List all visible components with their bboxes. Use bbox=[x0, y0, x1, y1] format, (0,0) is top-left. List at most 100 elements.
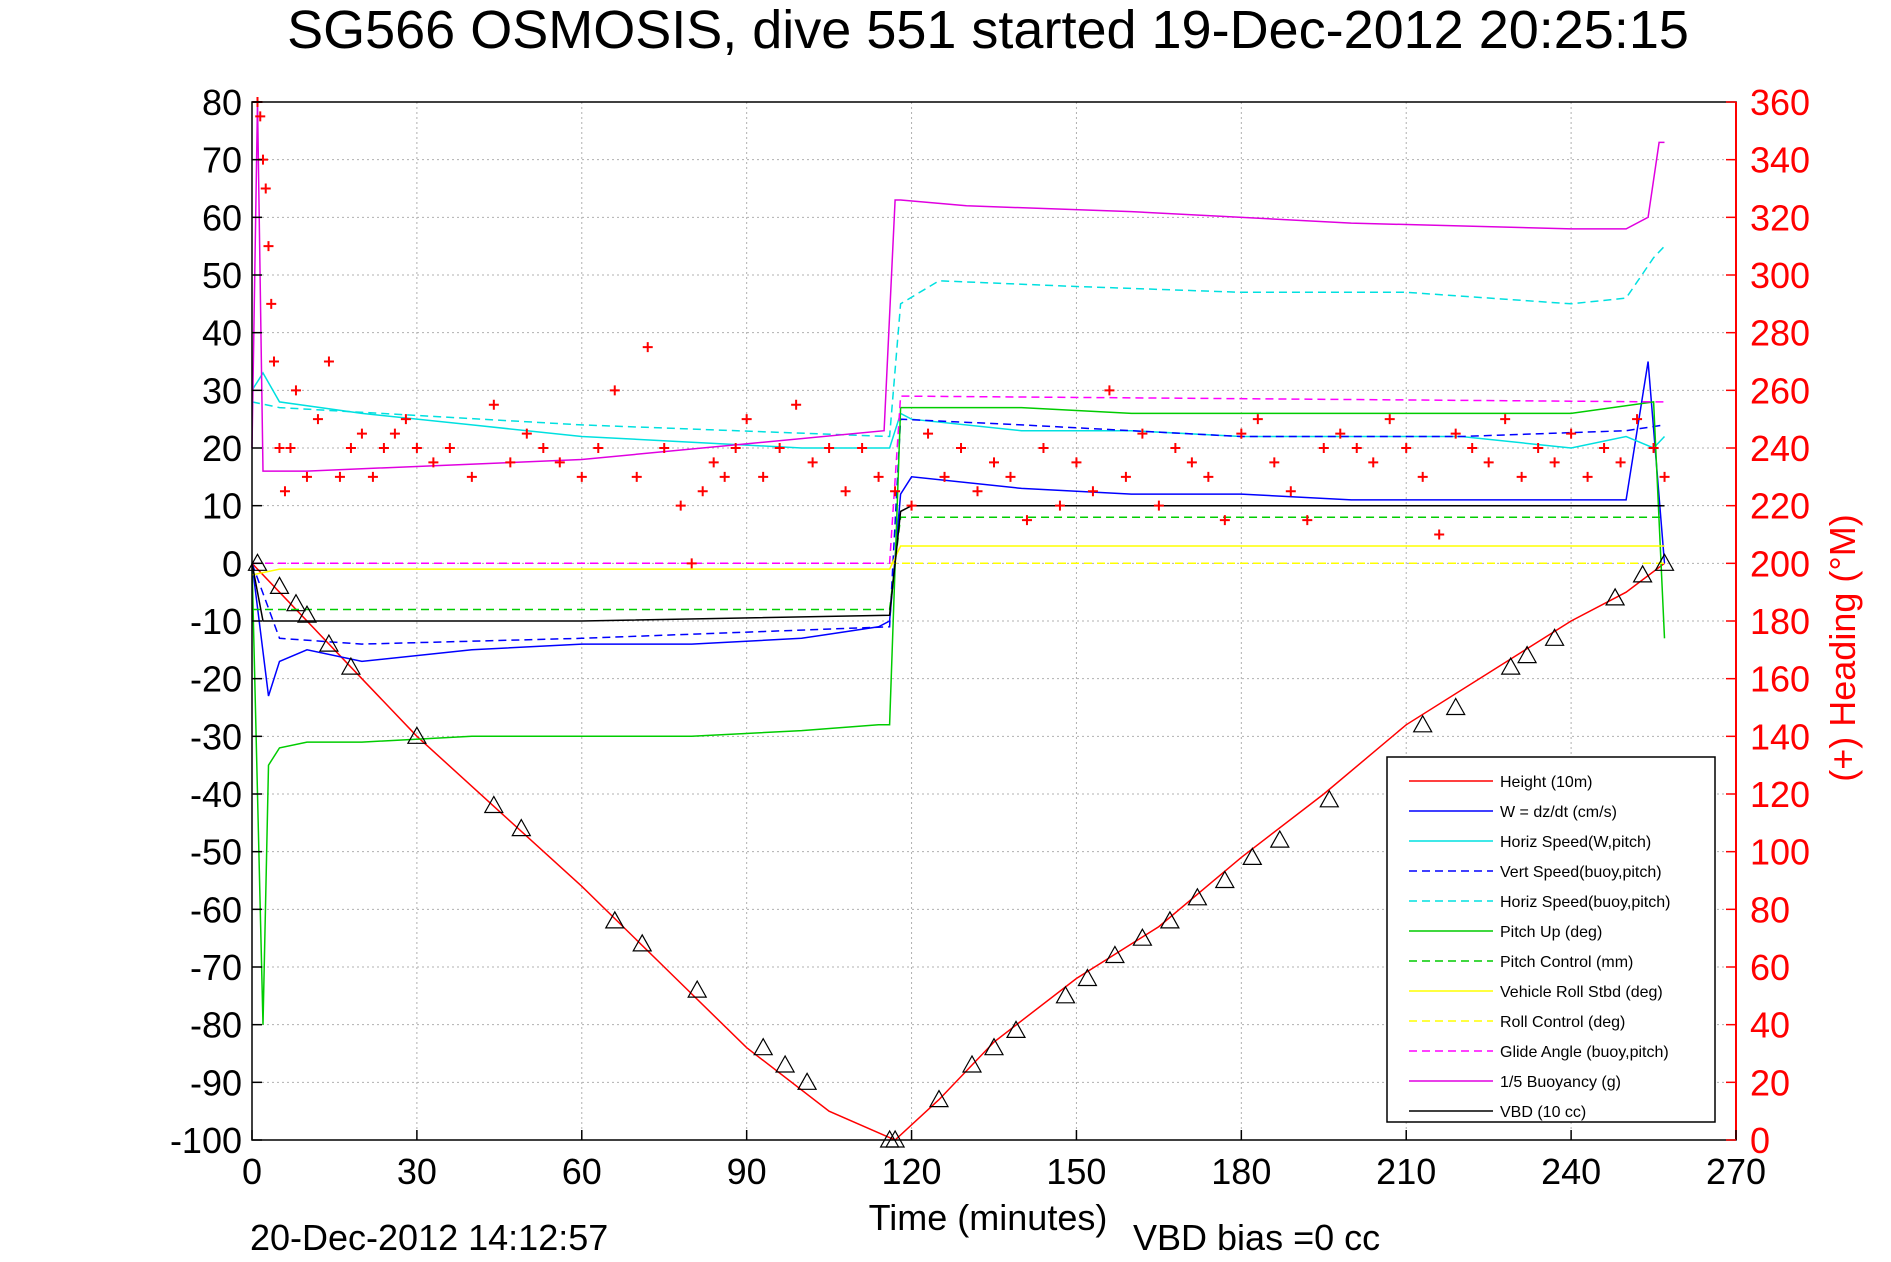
series-line-2 bbox=[251, 371, 1666, 449]
heading-point bbox=[1021, 515, 1032, 526]
heading-point bbox=[1186, 457, 1197, 468]
heading-point bbox=[1302, 515, 1313, 526]
depth-marker bbox=[1517, 645, 1538, 664]
heading-point bbox=[873, 471, 884, 482]
x-axis-label: Time (minutes) bbox=[869, 1197, 1108, 1238]
heading-point bbox=[400, 414, 411, 425]
footer-vbd-bias: VBD bias =0 cc bbox=[1133, 1217, 1380, 1258]
depth-marker bbox=[269, 576, 290, 595]
right-y-tick-label: 200 bbox=[1750, 543, 1810, 584]
left-y-tick-label: -70 bbox=[190, 947, 242, 988]
heading-point bbox=[1071, 457, 1082, 468]
depth-marker bbox=[1319, 789, 1340, 808]
right-y-tick-label: 260 bbox=[1750, 370, 1810, 411]
legend-label-10: 1/5 Buoyancy (g) bbox=[1500, 1074, 1621, 1091]
heading-point bbox=[989, 457, 999, 468]
depth-marker bbox=[340, 656, 361, 675]
heading-point bbox=[1104, 385, 1115, 396]
depth-marker bbox=[406, 726, 427, 744]
heading-point bbox=[1203, 471, 1214, 482]
left-y-tick-label: -10 bbox=[190, 601, 242, 642]
heading-point bbox=[466, 471, 477, 482]
heading-point bbox=[1566, 428, 1577, 439]
heading-point bbox=[323, 356, 334, 367]
heading-point bbox=[1401, 443, 1412, 453]
legend-label-0: Height (10m) bbox=[1500, 774, 1592, 791]
series-line-10 bbox=[251, 101, 1665, 472]
series-lines bbox=[251, 101, 1666, 1141]
heading-point bbox=[312, 414, 323, 425]
depth-marker bbox=[1077, 968, 1098, 987]
legend-label-6: Pitch Control (mm) bbox=[1500, 954, 1633, 971]
x-tick-label: 0 bbox=[242, 1151, 262, 1192]
heading-point bbox=[274, 443, 285, 453]
heading-point bbox=[642, 342, 653, 353]
heading-point bbox=[1582, 471, 1593, 482]
footer-date: 20-Dec-2012 14:12:57 bbox=[250, 1217, 608, 1258]
right-y-tick-label: 60 bbox=[1750, 947, 1790, 988]
series-line-6 bbox=[252, 516, 1665, 611]
left-y-tick-label: -90 bbox=[190, 1062, 242, 1103]
depth-marker bbox=[1654, 553, 1675, 571]
heading-point bbox=[268, 356, 279, 367]
heading-point bbox=[554, 457, 565, 468]
right-y-tick-label: 240 bbox=[1750, 428, 1810, 469]
heading-point bbox=[521, 428, 532, 439]
heading-point bbox=[1087, 486, 1098, 497]
left-y-tick-label: -40 bbox=[190, 774, 242, 815]
depth-marker bbox=[1132, 927, 1153, 946]
right-y-tick-label: 20 bbox=[1750, 1062, 1790, 1103]
depth-marker bbox=[775, 1054, 796, 1073]
heading-point bbox=[411, 443, 422, 453]
heading-point bbox=[260, 183, 271, 194]
heading-point bbox=[1054, 500, 1065, 511]
heading-points bbox=[252, 97, 1670, 569]
depth-marker bbox=[318, 633, 339, 652]
right-y-axis-ticks: 3603403203002802602402202001801601401201… bbox=[1726, 82, 1810, 1161]
legend-label-8: Roll Control (deg) bbox=[1500, 1014, 1625, 1031]
legend-label-7: Vehicle Roll Stbd (deg) bbox=[1500, 984, 1663, 1001]
chart-title: SG566 OSMOSIS, dive 551 started 19-Dec-2… bbox=[287, 0, 1689, 60]
heading-point bbox=[741, 414, 752, 425]
x-tick-label: 120 bbox=[882, 1151, 942, 1192]
left-y-tick-label: 30 bbox=[202, 370, 242, 411]
heading-point bbox=[659, 443, 670, 453]
legend-label-3: Vert Speed(buoy,pitch) bbox=[1500, 864, 1662, 881]
series-line-11 bbox=[251, 504, 1665, 622]
heading-point bbox=[807, 457, 818, 468]
heading-point bbox=[1648, 443, 1659, 453]
left-y-tick-label: 0 bbox=[222, 543, 242, 584]
legend: Height (10m) W = dz/dt (cm/s) Horiz Speed(… bbox=[1386, 756, 1716, 1123]
x-tick-label: 240 bbox=[1541, 1151, 1601, 1192]
depth-marker bbox=[961, 1054, 983, 1073]
depth-marker bbox=[687, 979, 708, 998]
heading-point bbox=[255, 111, 266, 122]
depth-marker bbox=[1500, 656, 1521, 675]
heading-point bbox=[334, 471, 345, 482]
heading-point bbox=[1285, 486, 1296, 497]
heading-point bbox=[824, 443, 835, 453]
heading-point bbox=[290, 385, 301, 396]
legend-box bbox=[1386, 756, 1716, 1123]
depth-marker bbox=[632, 933, 653, 952]
depth-marker bbox=[1104, 945, 1125, 964]
heading-point bbox=[1450, 428, 1461, 439]
heading-point bbox=[719, 471, 730, 482]
heading-point bbox=[505, 457, 516, 468]
depth-marker bbox=[1269, 829, 1290, 848]
depth-marker bbox=[1005, 1020, 1027, 1039]
legend-label-11: VBD (10 cc) bbox=[1500, 1104, 1586, 1121]
heading-point bbox=[444, 443, 455, 453]
heading-point bbox=[609, 385, 620, 396]
left-y-tick-label: 40 bbox=[202, 313, 242, 354]
heading-point bbox=[1483, 457, 1494, 468]
heading-point bbox=[890, 486, 901, 497]
depth-marker bbox=[604, 910, 625, 929]
heading-point bbox=[631, 471, 642, 482]
heading-point bbox=[378, 443, 389, 453]
heading-point bbox=[1153, 500, 1164, 511]
depth-marker bbox=[983, 1037, 1005, 1056]
right-y-tick-label: 100 bbox=[1750, 832, 1810, 873]
legend-label-1: W = dz/dt (cm/s) bbox=[1500, 804, 1617, 821]
series-line-9 bbox=[252, 395, 1665, 565]
